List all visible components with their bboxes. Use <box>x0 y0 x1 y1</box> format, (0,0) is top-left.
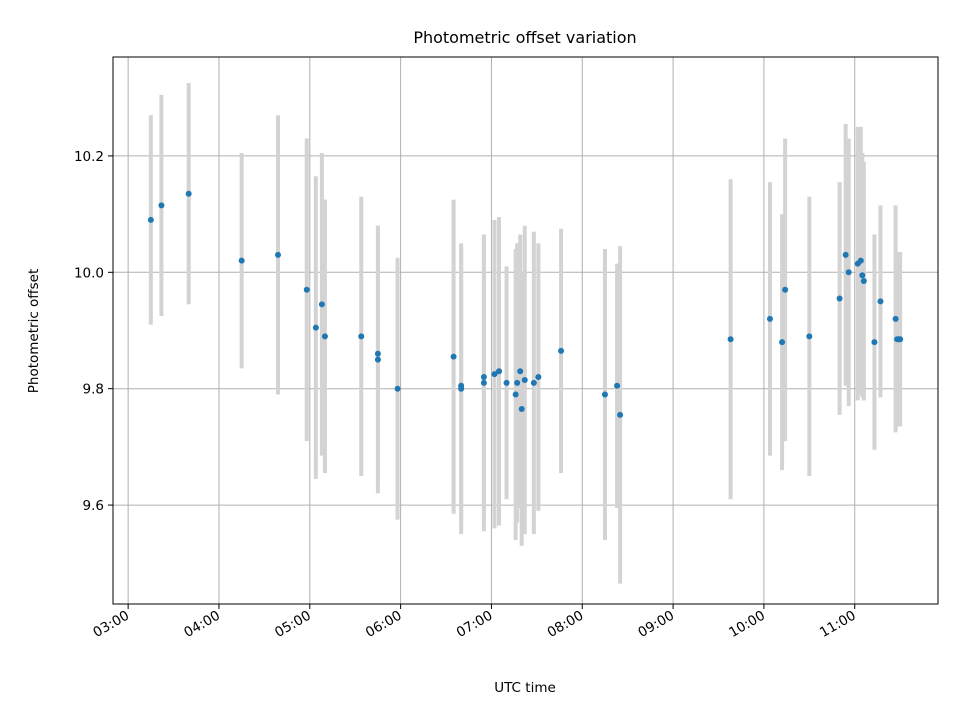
data-point <box>857 257 864 264</box>
data-point <box>897 336 904 343</box>
data-point <box>512 391 519 398</box>
data-point <box>871 339 878 346</box>
y-axis-label: Photometric offset <box>26 269 42 393</box>
data-point <box>303 286 310 293</box>
data-point <box>147 216 154 223</box>
data-point <box>458 382 465 389</box>
data-point <box>275 251 281 258</box>
data-point <box>779 339 786 346</box>
y-axis: 9.6 9.8 10.0 10.2 <box>74 149 113 514</box>
plot-frame <box>112 56 939 605</box>
data-point <box>358 333 365 340</box>
data-point <box>530 379 537 386</box>
data-point <box>491 371 498 378</box>
data-point <box>782 286 789 293</box>
data-point <box>845 269 852 276</box>
data-point <box>496 368 503 375</box>
data-point <box>394 385 401 392</box>
data-point <box>517 368 524 375</box>
data-point <box>158 202 165 209</box>
data-point <box>558 347 565 354</box>
data-point <box>859 272 866 279</box>
data-point <box>518 406 525 413</box>
chart-title: Photometric offset variation <box>413 28 636 47</box>
data-point <box>374 356 381 363</box>
data-point <box>318 301 325 308</box>
data-point <box>806 333 813 340</box>
data-point <box>877 298 884 305</box>
y-tick-label: 10.2 <box>74 149 104 165</box>
data-point <box>374 350 381 357</box>
data-point <box>480 379 487 386</box>
data-point <box>535 374 542 381</box>
data-point <box>521 376 528 383</box>
x-axis-label: UTC time <box>494 680 556 696</box>
data-point <box>312 324 319 331</box>
data-point <box>238 257 245 264</box>
data-point <box>766 315 773 322</box>
data-point <box>601 391 608 398</box>
data-point <box>860 278 867 285</box>
data-point <box>727 336 734 343</box>
data-point <box>503 379 510 386</box>
y-tick-label: 10.0 <box>74 265 104 281</box>
data-point <box>842 251 849 258</box>
y-tick-label: 9.8 <box>83 382 104 398</box>
data-point <box>836 295 843 302</box>
data-point <box>321 333 328 340</box>
data-point <box>514 379 521 386</box>
data-point <box>892 315 899 322</box>
data-point <box>450 353 457 360</box>
y-tick-label: 9.6 <box>83 498 104 514</box>
data-point <box>480 374 487 381</box>
data-point <box>185 190 192 197</box>
data-point <box>614 382 621 389</box>
data-points <box>147 190 904 418</box>
data-point <box>617 411 624 418</box>
